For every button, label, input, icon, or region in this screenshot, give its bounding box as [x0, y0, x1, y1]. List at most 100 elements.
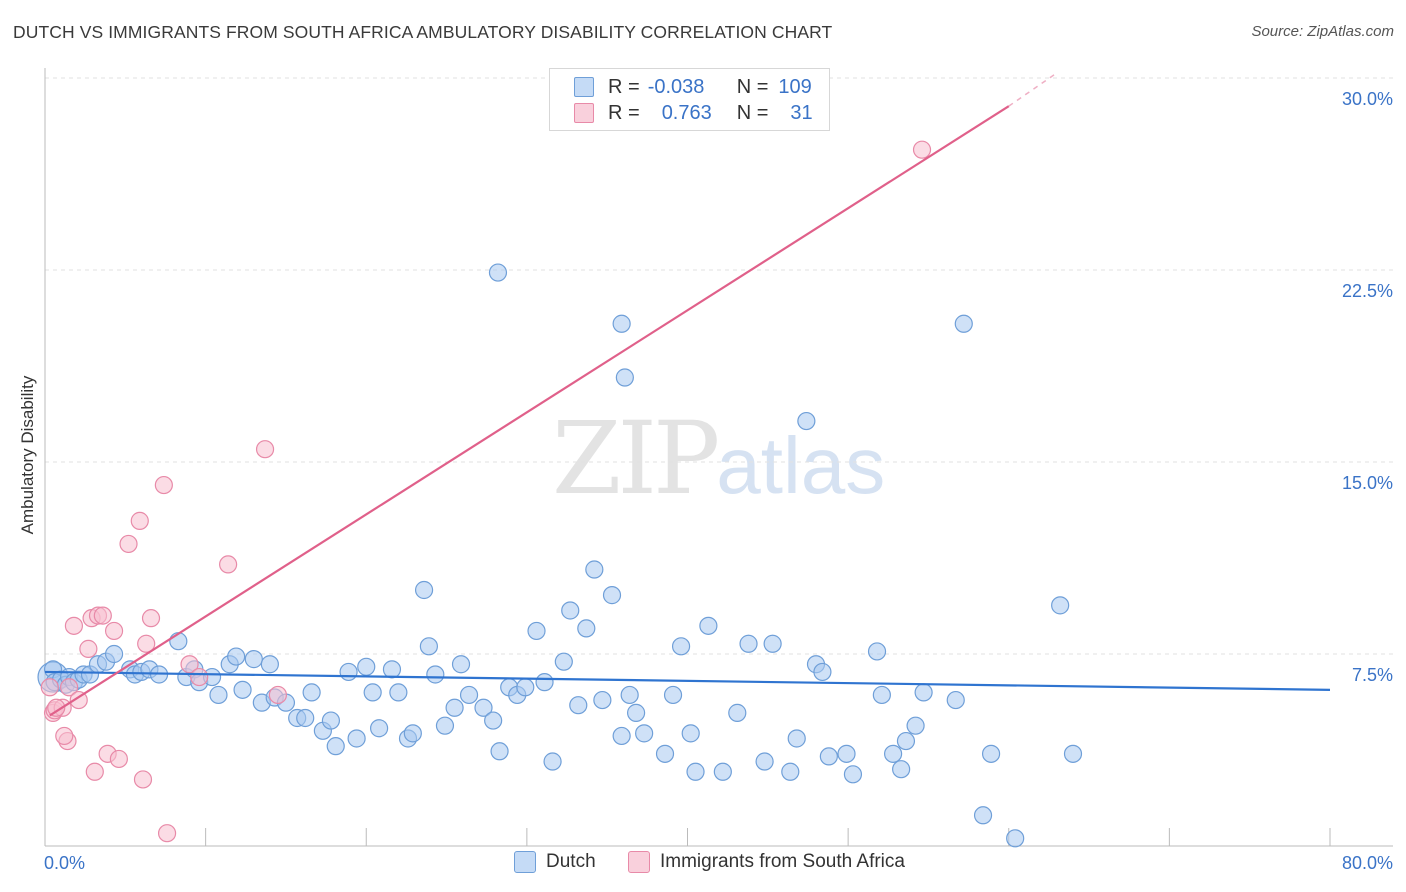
watermark-atlas: atlas — [716, 421, 886, 510]
data-point-dutch — [906, 716, 925, 735]
data-point-dutch — [543, 752, 562, 771]
data-point-south-africa — [55, 726, 74, 746]
y-tick-label: 7.5% — [1352, 665, 1393, 685]
data-point-dutch — [347, 729, 366, 748]
data-point-dutch — [326, 737, 345, 756]
grid-lines — [45, 77, 1393, 655]
x-tick-label: 0.0% — [44, 853, 85, 873]
trend-line-south-africa — [49, 105, 1010, 717]
correlation-legend: R = -0.038 N = 109 R = 0.763 N = 31 — [549, 68, 830, 131]
data-point-south-africa — [190, 667, 209, 687]
data-point-south-africa — [59, 678, 79, 697]
data-point-dutch — [577, 619, 596, 638]
data-point-dutch — [419, 637, 438, 656]
data-point-dutch — [728, 703, 747, 722]
data-point-dutch — [954, 314, 973, 333]
data-point-dutch — [451, 655, 471, 674]
data-point-dutch — [302, 683, 321, 702]
data-point-dutch — [602, 586, 622, 605]
data-point-south-africa — [912, 140, 932, 159]
tick-labels: 7.5% 15.0% 22.5% 30.0% 0.0% 80.0% — [44, 89, 1393, 873]
data-point-dutch — [459, 685, 479, 705]
data-point-dutch — [612, 314, 631, 333]
data-point-dutch — [403, 724, 422, 743]
data-point-south-africa — [130, 511, 149, 530]
data-point-dutch — [973, 806, 993, 825]
data-point-south-africa — [64, 616, 84, 635]
trend-line-dutch — [44, 670, 1331, 691]
data-point-dutch — [655, 744, 675, 763]
series-swatch-south-africa — [628, 851, 650, 873]
y-tick-label: 22.5% — [1342, 281, 1393, 301]
data-point-dutch — [615, 368, 634, 387]
data-point-dutch — [872, 685, 891, 705]
data-point-dutch — [296, 708, 315, 728]
data-point-south-africa — [40, 678, 59, 697]
legend-n-value: 109 — [778, 75, 812, 98]
data-point-south-africa — [255, 440, 275, 459]
data-point-dutch — [837, 744, 856, 763]
data-point-south-africa — [154, 475, 173, 495]
data-point-dutch — [763, 634, 782, 653]
legend-r-value: 0.763 — [661, 101, 712, 124]
series-legend: Dutch Immigrants from South Africa — [0, 851, 1406, 877]
data-point-dutch — [620, 685, 639, 705]
legend-n-label: N = — [736, 75, 769, 98]
series-legend-dutch[interactable]: Dutch — [514, 851, 596, 873]
data-point-dutch — [686, 762, 705, 781]
data-point-south-africa — [109, 749, 128, 769]
data-point-dutch — [260, 655, 279, 674]
data-point-dutch — [535, 673, 554, 692]
legend-row-dutch: R = -0.038 N = 109 — [574, 75, 812, 99]
legend-row-south-africa: R = 0.763 N = 31 — [574, 101, 813, 125]
data-point-dutch — [797, 411, 816, 431]
data-point-dutch — [227, 647, 246, 666]
data-point-south-africa — [133, 770, 153, 789]
data-point-south-africa — [85, 762, 104, 781]
data-point-dutch — [883, 744, 903, 763]
data-point-dutch — [671, 637, 691, 656]
data-point-dutch — [244, 650, 263, 669]
data-point-dutch — [389, 683, 408, 702]
data-point-dutch — [488, 263, 508, 282]
data-point-dutch — [516, 678, 535, 697]
series-south-africa-points — [40, 140, 932, 843]
data-point-dutch — [946, 690, 965, 710]
data-point-south-africa — [141, 609, 161, 628]
data-point-dutch — [867, 642, 887, 661]
data-point-dutch — [382, 660, 402, 679]
data-point-dutch — [593, 690, 612, 710]
data-point-dutch — [663, 685, 683, 705]
data-point-dutch — [321, 711, 341, 730]
data-point-south-africa — [47, 698, 66, 717]
data-point-dutch — [363, 683, 382, 702]
data-point-south-africa — [79, 639, 98, 658]
legend-swatch-dutch — [574, 77, 594, 97]
data-point-dutch — [681, 724, 700, 743]
data-point-dutch — [370, 719, 389, 738]
legend-r-label: R = — [608, 75, 640, 98]
data-point-dutch — [713, 762, 732, 781]
data-point-dutch — [561, 601, 580, 620]
data-point-south-africa — [180, 655, 199, 674]
legend-swatch-south-africa — [574, 103, 594, 123]
data-point-dutch — [892, 760, 911, 779]
data-point-south-africa — [157, 824, 177, 843]
data-point-dutch — [484, 711, 503, 730]
series-label-south-africa: Immigrants from South Africa — [660, 851, 905, 872]
data-point-dutch — [426, 665, 445, 684]
data-point-south-africa — [137, 634, 156, 653]
data-point-south-africa — [119, 534, 138, 554]
data-point-south-africa — [93, 606, 112, 625]
y-tick-label: 15.0% — [1342, 473, 1393, 493]
chart-title: DUTCH VS IMMIGRANTS FROM SOUTH AFRICA AM… — [13, 22, 833, 42]
axes — [44, 68, 1393, 847]
series-legend-south-africa[interactable]: Immigrants from South Africa — [628, 851, 905, 873]
data-point-dutch — [981, 744, 1001, 763]
y-axis-label: Ambulatory Disability — [18, 375, 37, 535]
data-point-dutch — [1006, 829, 1025, 848]
series-dutch-points — [37, 263, 1083, 848]
series-label-dutch: Dutch — [546, 851, 596, 872]
watermark-zip: ZIP — [552, 400, 720, 517]
